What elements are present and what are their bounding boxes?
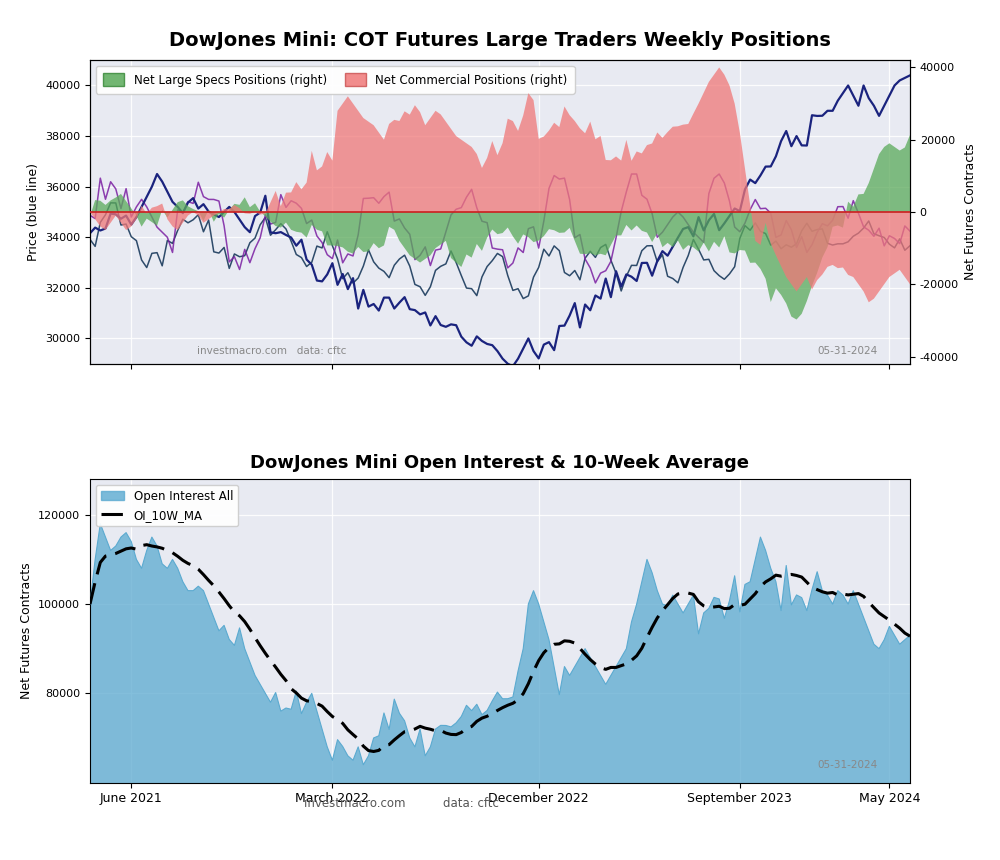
Y-axis label: Net Futures Contracts: Net Futures Contracts: [964, 144, 977, 280]
Y-axis label: Price (blue line): Price (blue line): [27, 163, 40, 261]
Legend: Net Large Specs Positions (right), Net Commercial Positions (right): Net Large Specs Positions (right), Net C…: [96, 66, 575, 94]
Title: DowJones Mini Open Interest & 10-Week Average: DowJones Mini Open Interest & 10-Week Av…: [250, 454, 750, 472]
Text: investmacro.com   data: cftc: investmacro.com data: cftc: [197, 346, 346, 356]
Text: investmacro.com          data: cftc: investmacro.com data: cftc: [304, 797, 499, 810]
Y-axis label: Net Futures Contracts: Net Futures Contracts: [20, 562, 33, 699]
Text: 05-31-2024: 05-31-2024: [817, 346, 877, 356]
Legend: Open Interest All, OI_10W_MA: Open Interest All, OI_10W_MA: [96, 485, 238, 526]
Text: 05-31-2024: 05-31-2024: [817, 760, 877, 771]
Title: DowJones Mini: COT Futures Large Traders Weekly Positions: DowJones Mini: COT Futures Large Traders…: [169, 31, 831, 51]
